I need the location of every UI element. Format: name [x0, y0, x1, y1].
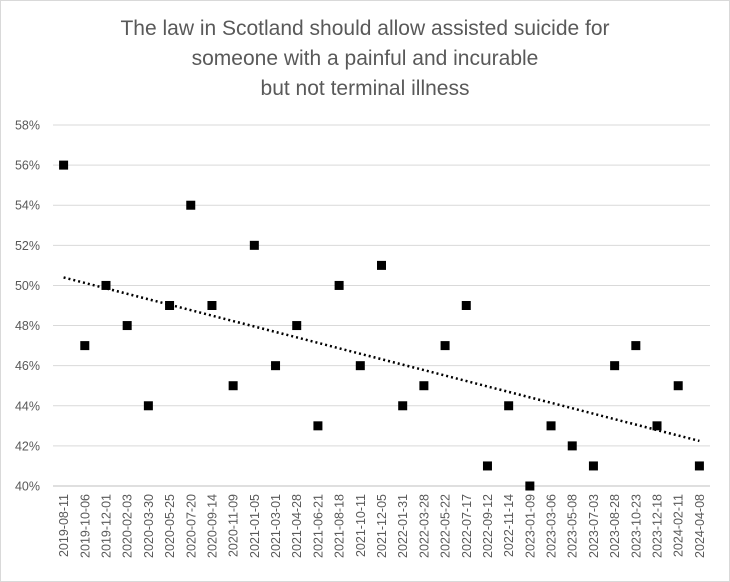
x-tick-label: 2022-05-22: [439, 494, 453, 558]
x-tick-label: 2021-01-05: [248, 494, 262, 558]
data-point: [440, 341, 450, 351]
x-tick-label: 2022-11-14: [502, 494, 516, 557]
data-point: [228, 381, 238, 391]
x-tick-label: 2019-08-11: [57, 494, 71, 557]
x-tick-label: 2021-10-11: [354, 494, 368, 557]
x-tick-label: 2024-02-11: [672, 494, 686, 557]
data-point: [292, 321, 302, 331]
data-point: [525, 481, 535, 491]
x-tick-label: 2023-05-08: [566, 494, 580, 558]
y-tick-label: 44%: [15, 399, 40, 413]
y-tick-label: 58%: [15, 119, 40, 133]
chart-title-line-1: The law in Scotland should allow assiste…: [120, 17, 610, 40]
data-point: [207, 301, 217, 310]
data-point: [249, 240, 259, 250]
x-tick-label: 2023-07-03: [587, 494, 601, 558]
data-point: [504, 401, 514, 411]
chart-title: The law in Scotland should allow assiste…: [0, 14, 730, 104]
y-tick-label: 42%: [15, 439, 40, 453]
x-tick-label: 2023-10-23: [629, 494, 643, 558]
y-tick-label: 52%: [15, 239, 40, 253]
data-point: [101, 280, 111, 290]
x-tick-label: 2020-02-03: [121, 494, 135, 558]
x-tick-label: 2021-06-21: [311, 494, 325, 558]
x-tick-label: 2023-12-18: [651, 494, 665, 558]
trendline: [63, 276, 700, 443]
data-point: [313, 421, 323, 431]
data-point: [419, 381, 429, 391]
data-point: [377, 260, 386, 270]
data-point: [143, 401, 153, 411]
data-point: [631, 341, 641, 351]
y-tick-label: 50%: [15, 279, 40, 293]
y-tick-label: 48%: [15, 319, 40, 333]
gridlines: [53, 124, 710, 487]
y-tick-label: 46%: [15, 359, 40, 373]
x-tick-label: 2020-11-09: [227, 494, 241, 557]
x-tick-label: 2021-08-18: [333, 494, 347, 558]
y-tick-label: 40%: [15, 480, 40, 494]
data-point: [546, 421, 556, 431]
data-point: [398, 401, 408, 411]
y-tick-label: 54%: [15, 199, 40, 213]
data-point: [59, 160, 69, 170]
x-tick-label: 2022-09-12: [481, 494, 495, 558]
x-tick-label: 2023-03-06: [545, 494, 559, 558]
x-tick-label: 2021-03-01: [269, 494, 283, 558]
data-point: [122, 321, 132, 331]
data-points: [59, 160, 704, 491]
x-tick-label: 2023-01-09: [523, 494, 537, 558]
x-tick-label: 2020-07-20: [184, 494, 198, 558]
x-tick-label: 2021-04-28: [290, 494, 304, 558]
data-point: [610, 361, 620, 371]
trendline-path: [63, 276, 700, 443]
data-point: [80, 341, 90, 351]
x-tick-label: 2022-07-17: [460, 494, 474, 558]
x-tick-label: 2022-03-28: [417, 494, 431, 558]
x-tick-label: 2023-08-28: [608, 494, 622, 558]
x-tick-label: 2020-05-25: [163, 494, 177, 558]
data-point: [588, 461, 598, 471]
chart-title-line-2: someone with a painful and incurable: [191, 47, 539, 70]
data-point: [334, 280, 344, 290]
data-point: [652, 421, 662, 431]
data-point: [355, 361, 365, 371]
x-tick-label: 2020-03-30: [142, 494, 156, 558]
y-tick-label: 56%: [15, 159, 40, 173]
data-point: [165, 301, 175, 310]
x-tick-label: 2019-10-06: [78, 494, 92, 558]
data-point: [186, 200, 196, 210]
data-point: [673, 381, 683, 391]
x-tick-label: 2020-09-14: [205, 494, 219, 558]
chart-title-line-3: but not terminal illness: [260, 77, 470, 100]
y-axis-tick-labels: 40% 42% 44% 46% 48% 50% 52% 54% 56% 58%: [15, 119, 40, 494]
x-tick-label: 2019-12-01: [99, 494, 113, 558]
data-point: [482, 461, 492, 471]
data-point: [271, 361, 281, 371]
data-point: [694, 461, 704, 471]
x-tick-label: 2022-01-31: [396, 494, 410, 558]
x-tick-label: 2024-04-08: [693, 494, 707, 558]
data-point: [461, 301, 471, 310]
data-point: [567, 441, 577, 451]
x-tick-label: 2021-12-05: [375, 494, 389, 558]
x-axis-tick-labels: 2019-08-11 2019-10-06 2019-12-01 2020-02-03…: [57, 494, 707, 558]
